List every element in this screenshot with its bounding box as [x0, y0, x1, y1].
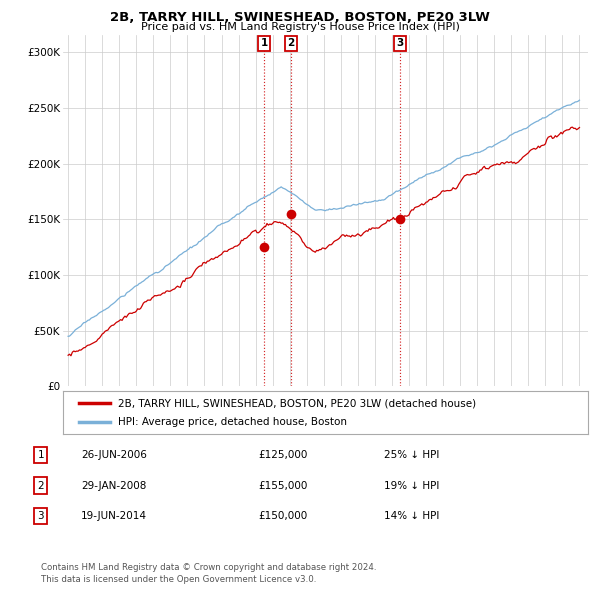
Text: 3: 3: [397, 38, 404, 48]
Text: Price paid vs. HM Land Registry's House Price Index (HPI): Price paid vs. HM Land Registry's House …: [140, 22, 460, 32]
Text: 19-JUN-2014: 19-JUN-2014: [81, 512, 147, 521]
Text: 26-JUN-2006: 26-JUN-2006: [81, 450, 147, 460]
Text: 2: 2: [37, 481, 44, 490]
Text: Contains HM Land Registry data © Crown copyright and database right 2024.: Contains HM Land Registry data © Crown c…: [41, 563, 376, 572]
Text: 3: 3: [37, 512, 44, 521]
Text: £125,000: £125,000: [258, 450, 307, 460]
Text: 29-JAN-2008: 29-JAN-2008: [81, 481, 146, 490]
Text: 1: 1: [37, 450, 44, 460]
Text: 2: 2: [287, 38, 295, 48]
Text: 2B, TARRY HILL, SWINESHEAD, BOSTON, PE20 3LW (detached house): 2B, TARRY HILL, SWINESHEAD, BOSTON, PE20…: [118, 398, 476, 408]
Text: £150,000: £150,000: [258, 512, 307, 521]
Text: This data is licensed under the Open Government Licence v3.0.: This data is licensed under the Open Gov…: [41, 575, 316, 584]
Text: 1: 1: [260, 38, 268, 48]
Text: 2B, TARRY HILL, SWINESHEAD, BOSTON, PE20 3LW: 2B, TARRY HILL, SWINESHEAD, BOSTON, PE20…: [110, 11, 490, 24]
Text: 25% ↓ HPI: 25% ↓ HPI: [384, 450, 439, 460]
Text: 14% ↓ HPI: 14% ↓ HPI: [384, 512, 439, 521]
Text: HPI: Average price, detached house, Boston: HPI: Average price, detached house, Bost…: [118, 417, 347, 427]
Text: £155,000: £155,000: [258, 481, 307, 490]
Text: 19% ↓ HPI: 19% ↓ HPI: [384, 481, 439, 490]
